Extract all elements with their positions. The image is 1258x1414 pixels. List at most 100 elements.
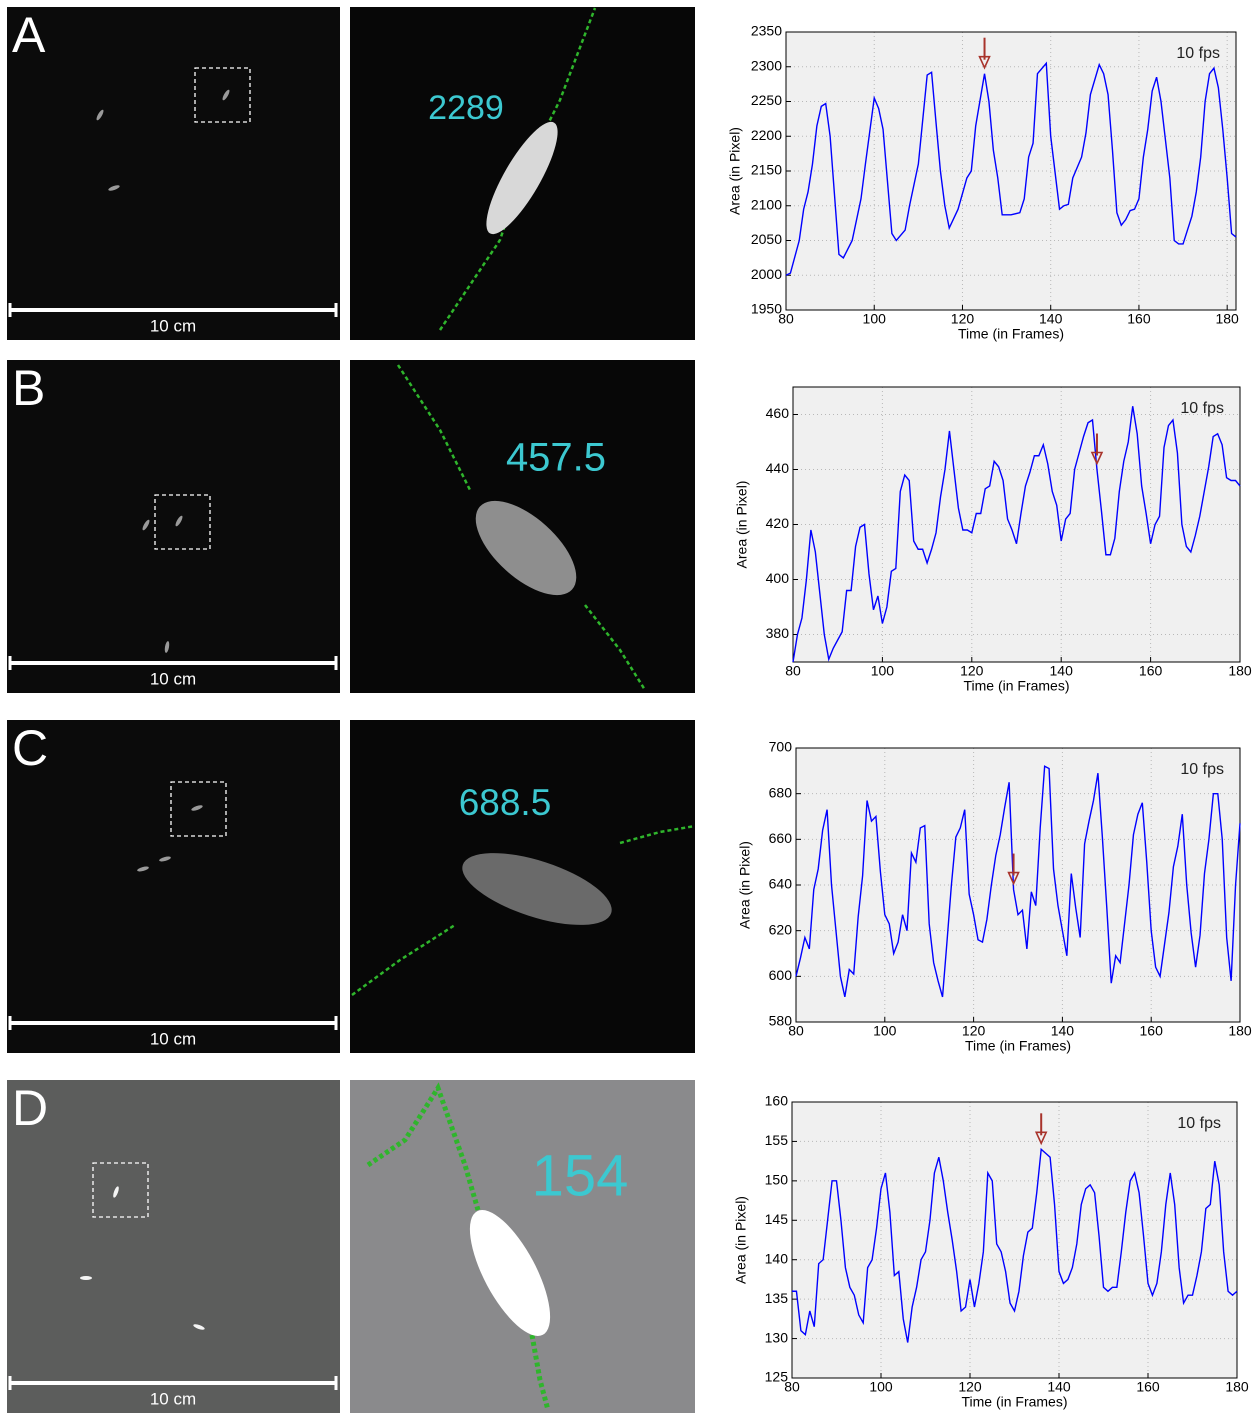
zoomed-organism xyxy=(469,1209,551,1337)
peak-arrow xyxy=(1007,853,1020,886)
x-axis-label: Time (in Frames) xyxy=(958,326,1064,342)
overview-image xyxy=(7,720,340,1053)
roi-box xyxy=(170,781,227,837)
x-tick-label: 100 xyxy=(863,311,887,327)
zoomed-organism xyxy=(475,500,577,596)
y-tick-label: 620 xyxy=(769,921,793,937)
panel-letter: B xyxy=(12,360,45,416)
plot-area xyxy=(796,748,1240,1022)
annotation: 10 fps xyxy=(1180,761,1224,778)
organism xyxy=(175,515,183,527)
y-tick-label: 150 xyxy=(765,1172,789,1188)
peak-arrow xyxy=(978,37,991,70)
data-line xyxy=(795,765,1241,998)
roi-box xyxy=(194,67,251,123)
zoomed-organism xyxy=(486,121,558,235)
plot-frame xyxy=(795,747,1241,1023)
organism xyxy=(142,519,150,531)
x-tick-label: 160 xyxy=(1140,1023,1164,1039)
zoom-label: 457.5 xyxy=(506,436,606,480)
scale-label: 10 cm xyxy=(150,316,196,335)
organism xyxy=(80,1276,92,1280)
y-tick-label: 600 xyxy=(769,967,793,983)
y-tick-label: 2300 xyxy=(751,57,782,73)
y-tick-label: 135 xyxy=(765,1290,789,1306)
y-tick-label: 2050 xyxy=(751,231,782,247)
arrow-head xyxy=(978,55,991,70)
data-line xyxy=(792,1147,1238,1343)
annotation: 10 fps xyxy=(1177,1115,1221,1132)
y-tick-label: 440 xyxy=(766,460,790,476)
y-tick-label: 400 xyxy=(766,570,790,586)
x-tick-label: 160 xyxy=(1139,663,1163,679)
y-tick-label: 160 xyxy=(765,1093,789,1109)
x-tick-label: 120 xyxy=(951,311,975,327)
organism xyxy=(164,641,170,653)
zoom-label: 154 xyxy=(532,1143,629,1208)
y-axis-label: Area (in Pixel) xyxy=(734,481,750,569)
y-tick-label: 2000 xyxy=(751,266,782,282)
y-axis-label: Area (in Pixel) xyxy=(733,1196,749,1284)
peak-arrow xyxy=(1034,1113,1048,1146)
scale-label: 10 cm xyxy=(150,1029,196,1048)
y-tick-label: 2100 xyxy=(751,196,782,212)
zoom-label: 688.5 xyxy=(459,782,552,823)
data-line xyxy=(792,406,1241,663)
x-tick-label: 80 xyxy=(778,311,794,327)
x-tick-label: 180 xyxy=(1225,1379,1249,1395)
peak-arrow xyxy=(1090,433,1104,466)
panel-letter: C xyxy=(12,720,48,776)
x-tick-label: 100 xyxy=(871,663,895,679)
organism xyxy=(96,109,104,121)
y-tick-label: 580 xyxy=(769,1013,793,1029)
plot-frame xyxy=(792,386,1241,663)
y-tick-label: 2200 xyxy=(751,127,782,143)
arrow-head xyxy=(1007,871,1020,886)
arrow-head xyxy=(1034,1131,1048,1146)
x-tick-label: 120 xyxy=(962,1023,986,1039)
y-tick-label: 2150 xyxy=(751,162,782,178)
annotation: 10 fps xyxy=(1176,45,1220,62)
organism xyxy=(191,805,203,811)
x-axis-label: Time (in Frames) xyxy=(963,678,1069,694)
x-tick-label: 180 xyxy=(1215,311,1239,327)
y-tick-label: 660 xyxy=(769,830,793,846)
x-axis-label: Time (in Frames) xyxy=(961,1394,1067,1410)
y-tick-label: 380 xyxy=(766,625,790,641)
plot-frame xyxy=(791,1101,1238,1379)
scale-label: 10 cm xyxy=(150,1389,196,1408)
x-tick-label: 140 xyxy=(1047,1379,1071,1395)
y-tick-label: 2350 xyxy=(751,23,782,39)
x-tick-label: 140 xyxy=(1039,311,1063,327)
x-axis-label: Time (in Frames) xyxy=(965,1038,1071,1054)
y-tick-label: 140 xyxy=(765,1250,789,1266)
y-tick-label: 700 xyxy=(769,739,793,755)
organism xyxy=(159,856,171,862)
scale-label: 10 cm xyxy=(150,669,196,688)
panel-letter: A xyxy=(12,7,46,63)
x-tick-label: 80 xyxy=(785,663,801,679)
y-tick-label: 145 xyxy=(765,1211,789,1227)
plot-frame xyxy=(785,31,1237,311)
track-line xyxy=(366,1082,551,1411)
plot-area xyxy=(792,1102,1237,1378)
x-tick-label: 160 xyxy=(1127,311,1151,327)
data-line xyxy=(785,61,1237,276)
organism xyxy=(113,1186,119,1198)
x-tick-label: 80 xyxy=(788,1023,804,1039)
track-line xyxy=(351,824,696,997)
y-tick-label: 680 xyxy=(769,784,793,800)
plot-area xyxy=(793,387,1240,662)
x-tick-label: 120 xyxy=(960,663,984,679)
organism xyxy=(193,1324,205,1330)
x-tick-label: 100 xyxy=(869,1379,893,1395)
x-tick-label: 120 xyxy=(958,1379,982,1395)
y-tick-label: 130 xyxy=(765,1329,789,1345)
x-tick-label: 100 xyxy=(873,1023,897,1039)
roi-box xyxy=(92,1162,149,1218)
zoomed-organism xyxy=(462,853,612,925)
y-tick-label: 2250 xyxy=(751,92,782,108)
overview-image xyxy=(7,1080,340,1413)
